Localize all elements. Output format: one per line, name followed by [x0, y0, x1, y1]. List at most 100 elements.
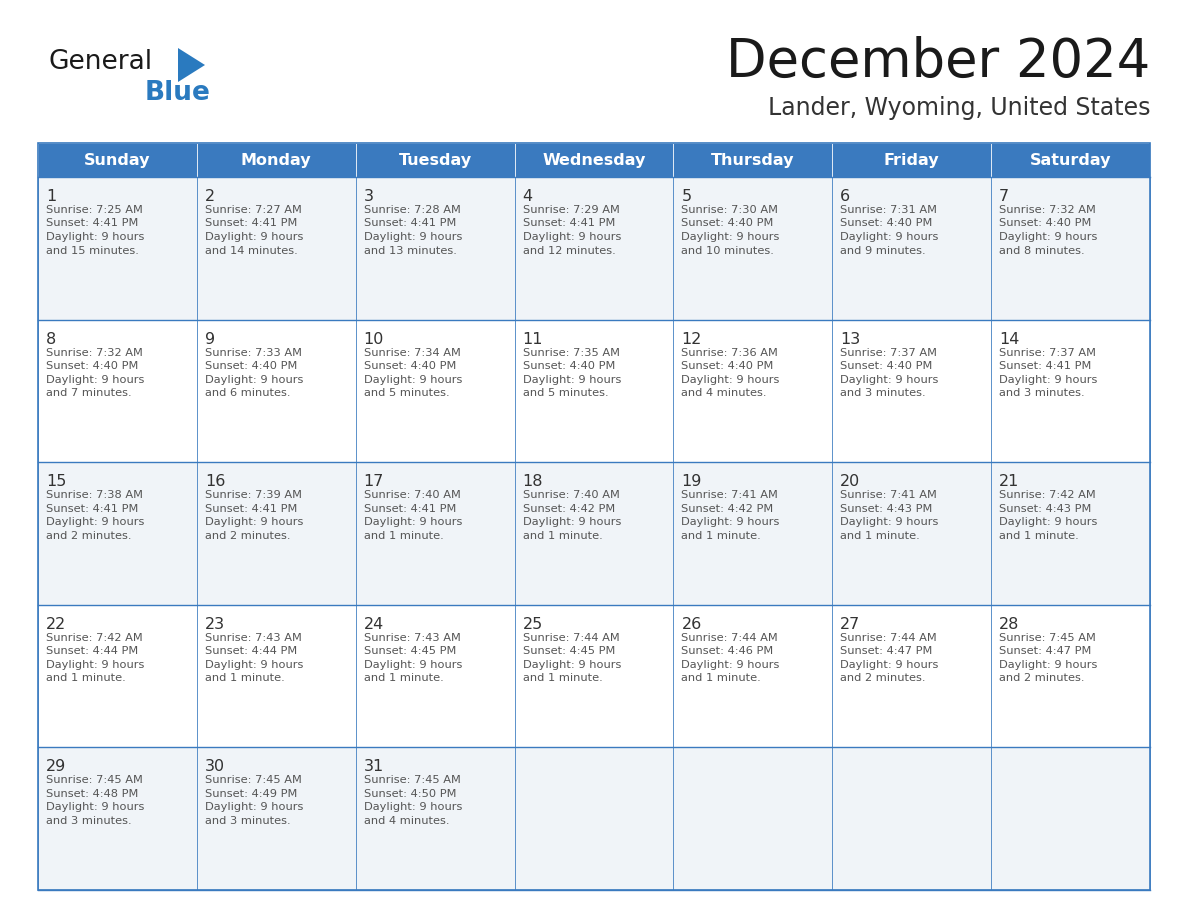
Text: 7: 7 — [999, 189, 1010, 204]
Text: Sunrise: 7:42 AM: Sunrise: 7:42 AM — [999, 490, 1095, 500]
Text: Friday: Friday — [884, 152, 940, 167]
Text: Sunrise: 7:34 AM: Sunrise: 7:34 AM — [364, 348, 461, 358]
Text: Sunrise: 7:40 AM: Sunrise: 7:40 AM — [523, 490, 619, 500]
Bar — [514, 747, 674, 890]
Bar — [674, 747, 833, 890]
Text: Daylight: 9 hours: Daylight: 9 hours — [204, 517, 303, 527]
Bar — [833, 143, 991, 177]
Text: Sunrise: 7:45 AM: Sunrise: 7:45 AM — [999, 633, 1097, 643]
Bar — [38, 143, 1150, 890]
Bar — [355, 605, 514, 747]
Text: 6: 6 — [840, 189, 851, 204]
Text: and 1 minute.: and 1 minute. — [682, 673, 762, 683]
Bar — [514, 319, 674, 462]
Text: and 7 minutes.: and 7 minutes. — [46, 388, 132, 398]
Bar — [674, 177, 833, 319]
Text: Daylight: 9 hours: Daylight: 9 hours — [204, 660, 303, 670]
Bar — [991, 143, 1150, 177]
Text: Sunset: 4:41 PM: Sunset: 4:41 PM — [204, 504, 297, 514]
Bar — [991, 747, 1150, 890]
Text: Sunrise: 7:45 AM: Sunrise: 7:45 AM — [46, 776, 143, 786]
Text: and 5 minutes.: and 5 minutes. — [364, 388, 449, 398]
Text: 20: 20 — [840, 475, 860, 489]
Text: 13: 13 — [840, 331, 860, 347]
Text: 16: 16 — [204, 475, 226, 489]
Text: 15: 15 — [46, 475, 67, 489]
Bar — [355, 462, 514, 605]
Text: Sunset: 4:40 PM: Sunset: 4:40 PM — [840, 218, 933, 229]
Text: and 2 minutes.: and 2 minutes. — [999, 673, 1085, 683]
Text: Daylight: 9 hours: Daylight: 9 hours — [682, 232, 779, 242]
Text: Sunrise: 7:31 AM: Sunrise: 7:31 AM — [840, 205, 937, 215]
Text: Sunrise: 7:29 AM: Sunrise: 7:29 AM — [523, 205, 619, 215]
Text: Sunrise: 7:36 AM: Sunrise: 7:36 AM — [682, 348, 778, 358]
Text: Lander, Wyoming, United States: Lander, Wyoming, United States — [767, 96, 1150, 120]
Text: Sunrise: 7:41 AM: Sunrise: 7:41 AM — [682, 490, 778, 500]
Bar — [833, 177, 991, 319]
Text: Daylight: 9 hours: Daylight: 9 hours — [840, 375, 939, 385]
Bar — [197, 605, 355, 747]
Bar — [38, 143, 197, 177]
Text: Sunrise: 7:28 AM: Sunrise: 7:28 AM — [364, 205, 461, 215]
Text: 2: 2 — [204, 189, 215, 204]
Text: and 1 minute.: and 1 minute. — [840, 531, 920, 541]
Text: Sunrise: 7:39 AM: Sunrise: 7:39 AM — [204, 490, 302, 500]
Text: Blue: Blue — [145, 80, 211, 106]
Text: and 9 minutes.: and 9 minutes. — [840, 245, 925, 255]
Bar — [991, 605, 1150, 747]
Text: 5: 5 — [682, 189, 691, 204]
Bar — [991, 177, 1150, 319]
Text: Daylight: 9 hours: Daylight: 9 hours — [523, 660, 621, 670]
Text: Daylight: 9 hours: Daylight: 9 hours — [204, 375, 303, 385]
Text: 10: 10 — [364, 331, 384, 347]
Bar — [197, 747, 355, 890]
Text: Sunrise: 7:45 AM: Sunrise: 7:45 AM — [364, 776, 461, 786]
Text: 24: 24 — [364, 617, 384, 632]
Text: Sunset: 4:50 PM: Sunset: 4:50 PM — [364, 789, 456, 799]
Bar — [674, 143, 833, 177]
Text: and 3 minutes.: and 3 minutes. — [999, 388, 1085, 398]
Text: and 1 minute.: and 1 minute. — [46, 673, 126, 683]
Bar — [674, 319, 833, 462]
Bar — [197, 319, 355, 462]
Text: Sunset: 4:40 PM: Sunset: 4:40 PM — [682, 218, 773, 229]
Text: Sunset: 4:43 PM: Sunset: 4:43 PM — [999, 504, 1092, 514]
Text: Daylight: 9 hours: Daylight: 9 hours — [682, 375, 779, 385]
Bar — [833, 319, 991, 462]
Text: and 1 minute.: and 1 minute. — [204, 673, 285, 683]
Text: and 14 minutes.: and 14 minutes. — [204, 245, 298, 255]
Text: and 4 minutes.: and 4 minutes. — [364, 816, 449, 826]
Bar — [355, 319, 514, 462]
Text: Sunset: 4:40 PM: Sunset: 4:40 PM — [46, 361, 138, 371]
Text: and 1 minute.: and 1 minute. — [364, 673, 443, 683]
Text: Sunrise: 7:25 AM: Sunrise: 7:25 AM — [46, 205, 143, 215]
Text: Daylight: 9 hours: Daylight: 9 hours — [364, 232, 462, 242]
Bar — [833, 605, 991, 747]
Text: 8: 8 — [46, 331, 56, 347]
Text: Sunset: 4:41 PM: Sunset: 4:41 PM — [999, 361, 1092, 371]
Text: Daylight: 9 hours: Daylight: 9 hours — [999, 375, 1098, 385]
Text: Sunset: 4:40 PM: Sunset: 4:40 PM — [840, 361, 933, 371]
Text: 14: 14 — [999, 331, 1019, 347]
Text: Sunrise: 7:41 AM: Sunrise: 7:41 AM — [840, 490, 937, 500]
Text: 26: 26 — [682, 617, 702, 632]
Text: Sunrise: 7:27 AM: Sunrise: 7:27 AM — [204, 205, 302, 215]
Text: and 2 minutes.: and 2 minutes. — [46, 531, 132, 541]
Bar — [197, 177, 355, 319]
Text: Sunset: 4:40 PM: Sunset: 4:40 PM — [204, 361, 297, 371]
Text: Tuesday: Tuesday — [399, 152, 472, 167]
Text: Sunrise: 7:30 AM: Sunrise: 7:30 AM — [682, 205, 778, 215]
Text: 11: 11 — [523, 331, 543, 347]
Text: Sunrise: 7:33 AM: Sunrise: 7:33 AM — [204, 348, 302, 358]
Text: Daylight: 9 hours: Daylight: 9 hours — [523, 375, 621, 385]
Text: and 3 minutes.: and 3 minutes. — [204, 816, 291, 826]
Text: Sunrise: 7:44 AM: Sunrise: 7:44 AM — [523, 633, 619, 643]
Text: Sunset: 4:41 PM: Sunset: 4:41 PM — [364, 504, 456, 514]
Text: Sunrise: 7:40 AM: Sunrise: 7:40 AM — [364, 490, 461, 500]
Text: and 2 minutes.: and 2 minutes. — [840, 673, 925, 683]
Bar — [991, 462, 1150, 605]
Text: and 3 minutes.: and 3 minutes. — [46, 816, 132, 826]
Text: 1: 1 — [46, 189, 56, 204]
Text: Sunrise: 7:35 AM: Sunrise: 7:35 AM — [523, 348, 620, 358]
Text: Sunset: 4:41 PM: Sunset: 4:41 PM — [364, 218, 456, 229]
